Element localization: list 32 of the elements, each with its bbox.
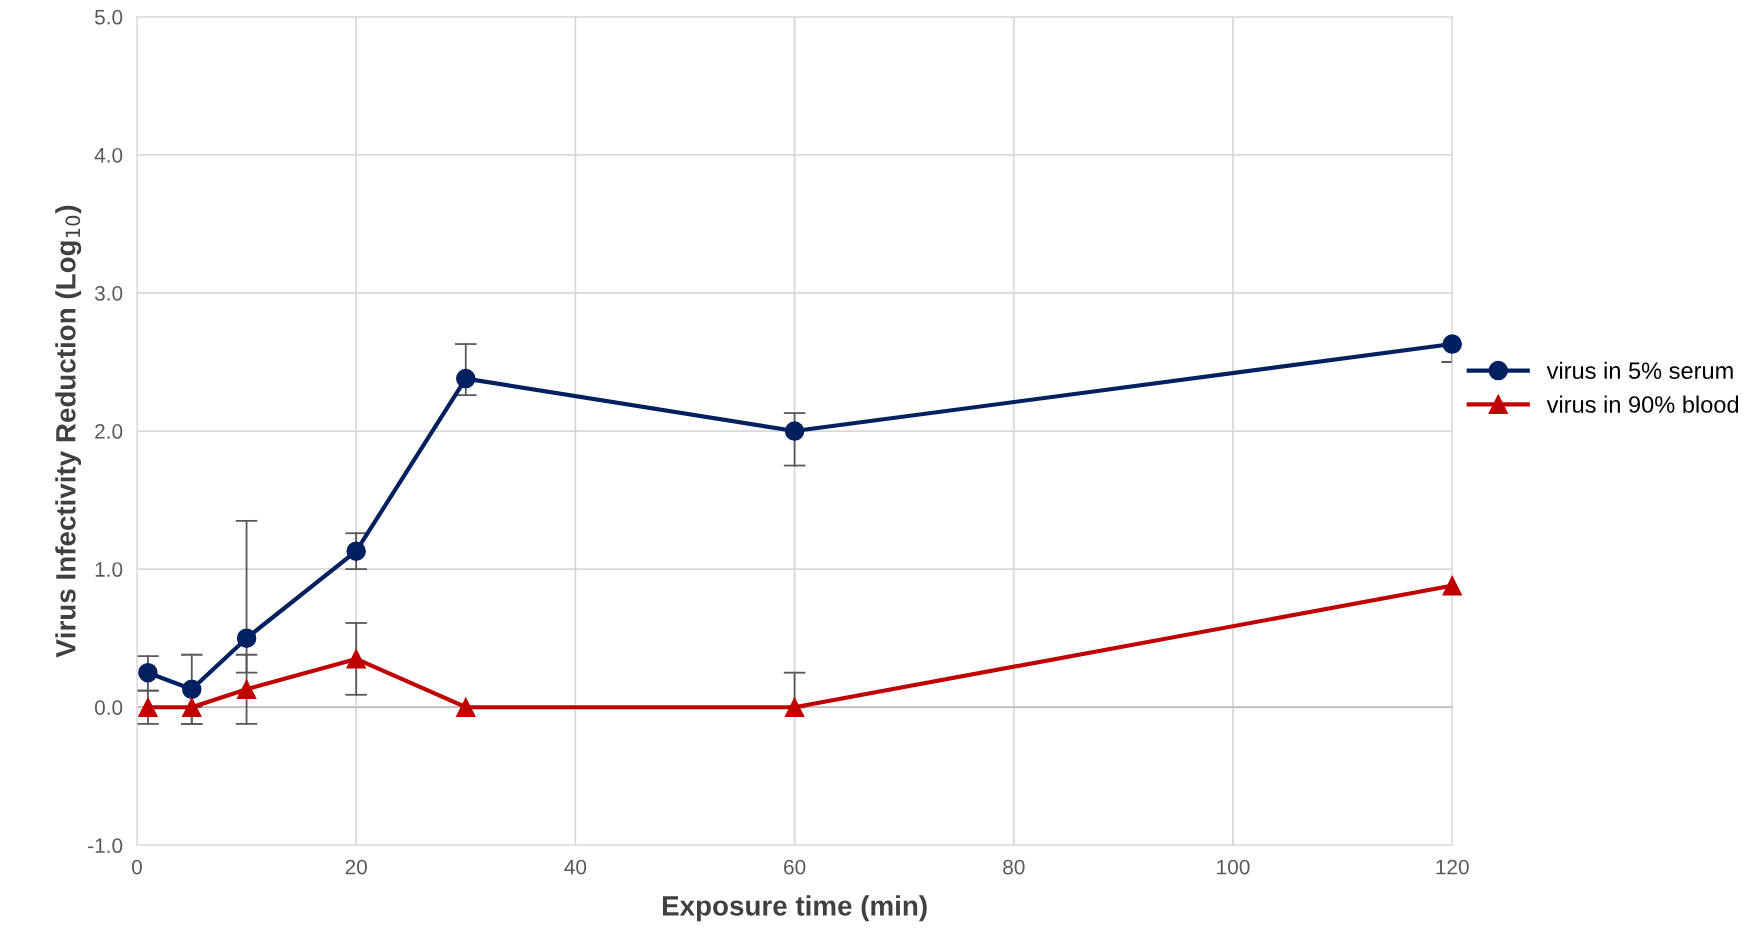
point [456, 697, 476, 717]
x-tick-label: 100 [1217, 859, 1250, 875]
y-tick-label: 5.0 [94, 9, 123, 25]
y-tick-label: 0.0 [94, 700, 123, 715]
legend-label: virus in 5% serum [1546, 361, 1733, 380]
point [346, 541, 366, 561]
point [182, 697, 202, 717]
point [236, 628, 257, 648]
x-tick-label: 0 [131, 859, 142, 875]
y-tick-label: 1.0 [95, 562, 123, 577]
point [456, 368, 476, 389]
point [138, 697, 158, 717]
x-axis-title: Exposure time (min) [662, 895, 927, 922]
y-axis-title: Virus Infectivity Reduction (Log$_{10}$) [55, 205, 82, 658]
point [138, 662, 158, 683]
point [1442, 575, 1462, 596]
point [1442, 334, 1462, 354]
legend-label: virus in 90% blood [1546, 395, 1739, 413]
point [346, 649, 366, 669]
point [784, 421, 805, 441]
y-tick-label: 2.0 [95, 424, 123, 439]
x-tick-label: 60 [784, 859, 806, 875]
x-tick-label: 40 [564, 859, 587, 875]
x-tick-label: 80 [1003, 859, 1025, 875]
point [784, 697, 805, 717]
point [236, 679, 257, 699]
point [182, 679, 202, 699]
y-tick-label: 3.0 [94, 285, 123, 301]
y-tick-label: -1.0 [88, 838, 123, 854]
x-tick-label: 20 [345, 859, 367, 875]
y-tick-label: 4.0 [94, 147, 123, 163]
x-tick-label: 120 [1436, 859, 1469, 875]
